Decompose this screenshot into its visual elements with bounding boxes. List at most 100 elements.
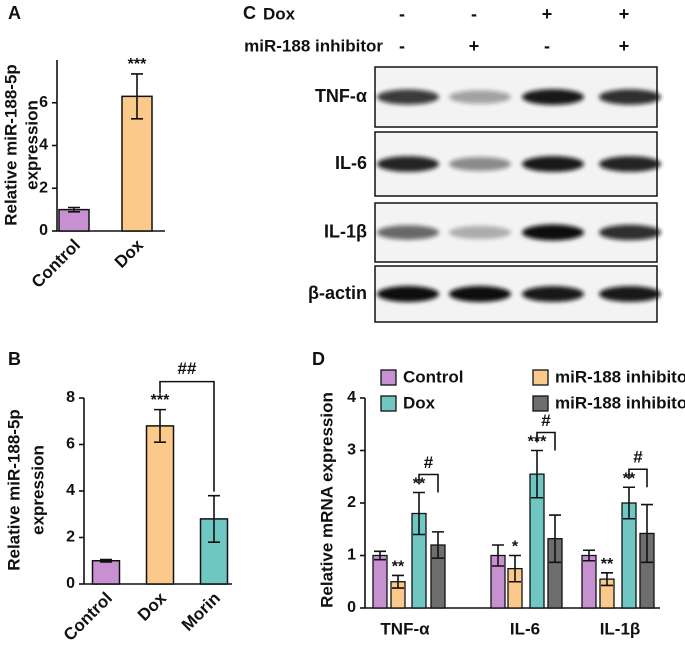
significance: * <box>512 539 519 556</box>
blot-band <box>449 90 511 104</box>
comparison-label: # <box>633 448 643 467</box>
error-bar <box>392 574 404 589</box>
comparison-label: # <box>541 411 551 430</box>
blot-band <box>599 156 661 172</box>
panel-label: D <box>312 349 325 369</box>
condition-sign: + <box>619 4 630 24</box>
condition-label: miR-188 inhibitor <box>244 36 383 55</box>
panel-label: A <box>8 3 21 23</box>
error-bar <box>374 550 386 561</box>
y-tick-label: 4 <box>66 482 75 499</box>
blot-row-label: IL-6 <box>335 153 367 173</box>
condition-sign: - <box>471 4 477 24</box>
error-bar <box>531 449 543 499</box>
error-bar <box>131 73 143 120</box>
condition-sign: + <box>619 36 630 56</box>
bar <box>372 554 388 609</box>
condition-sign: - <box>399 4 405 24</box>
condition-sign: - <box>544 36 550 56</box>
comparison-bracket <box>628 468 648 488</box>
condition-sign: + <box>542 4 553 24</box>
error-bar <box>549 514 561 564</box>
x-tick-label: Dox <box>111 235 148 272</box>
blot-band <box>522 89 584 105</box>
y-tick-label: 2 <box>66 529 75 546</box>
error-bar <box>432 531 444 559</box>
y-axis-label: Relative miR-188-5p <box>1 64 20 226</box>
error-bar <box>68 206 80 213</box>
x-tick-label: Control <box>60 589 116 645</box>
y-tick-label: 1 <box>347 547 356 564</box>
x-tick-label: TNF-α <box>380 619 430 638</box>
blot-band <box>449 157 511 171</box>
significance: ** <box>601 556 614 573</box>
error-bar <box>509 554 521 583</box>
error-bar <box>601 572 613 587</box>
legend-swatch <box>532 369 549 386</box>
y-tick-label: 6 <box>39 94 48 111</box>
y-tick-label: 8 <box>66 389 75 406</box>
legend-label: miR-188 inhibitor+Dox <box>555 393 685 412</box>
y-tick-label: 0 <box>66 575 75 592</box>
blot-row-label: IL-1β <box>324 221 367 241</box>
panel-label: C <box>243 3 256 23</box>
error-bar <box>154 408 166 443</box>
comparison-bracket <box>159 380 215 492</box>
y-tick-label: 2 <box>347 494 356 511</box>
panel-label: B <box>8 349 21 369</box>
comparison-label: # <box>424 453 434 472</box>
legend-label: Dox <box>403 393 436 412</box>
y-tick-label: 2 <box>39 179 48 196</box>
blot-band <box>377 225 439 240</box>
x-tick-label: IL-6 <box>510 619 540 638</box>
x-tick-label: Control <box>28 236 84 292</box>
y-tick-label: 0 <box>347 599 356 616</box>
bar <box>581 554 597 609</box>
y-tick-label: 4 <box>347 389 356 406</box>
error-bar <box>100 558 112 563</box>
error-bar <box>623 486 635 520</box>
condition-sign: + <box>469 36 480 56</box>
x-tick-label: Morin <box>178 589 224 635</box>
blot-band <box>599 286 661 302</box>
legend-label: Control <box>403 367 463 386</box>
bar <box>58 208 90 232</box>
error-bar <box>208 494 220 543</box>
y-axis-label: Relative mRNA expression <box>317 392 336 608</box>
legend-label: miR-188 inhibitor <box>555 367 685 386</box>
comparison-bracket <box>418 473 439 493</box>
significance: ** <box>392 559 405 576</box>
condition-label: Dox <box>263 4 296 23</box>
comparison-label: ## <box>178 359 197 378</box>
legend-swatch <box>380 369 397 386</box>
bar <box>91 560 121 585</box>
y-tick-label: 0 <box>39 222 48 239</box>
y-tick-label: 6 <box>66 436 75 453</box>
blot-band <box>449 225 511 240</box>
x-tick-label: IL-1β <box>600 619 641 638</box>
significance: *** <box>128 56 147 73</box>
blot-band <box>522 286 584 302</box>
blot-band <box>599 89 661 105</box>
x-tick-label: Dox <box>134 588 171 625</box>
blot-band <box>377 156 439 172</box>
y-axis-label: Relative miR-188-5p <box>4 409 23 571</box>
error-bar <box>583 549 595 562</box>
blot-row-label: β-actin <box>308 283 367 303</box>
bar <box>145 425 175 585</box>
y-axis-label: expression <box>22 100 41 190</box>
blot-band <box>522 224 584 241</box>
y-tick-label: 4 <box>39 137 48 154</box>
blot-band <box>599 224 661 241</box>
comparison-bracket <box>536 431 556 451</box>
legend-swatch <box>380 395 397 412</box>
y-axis-label: expression <box>28 445 47 535</box>
condition-sign: - <box>399 36 405 56</box>
error-bar <box>492 544 504 567</box>
legend-swatch <box>532 395 549 412</box>
blot-band <box>377 89 439 105</box>
error-bar <box>641 503 653 564</box>
significance: *** <box>151 392 170 409</box>
blot-band <box>522 156 584 172</box>
